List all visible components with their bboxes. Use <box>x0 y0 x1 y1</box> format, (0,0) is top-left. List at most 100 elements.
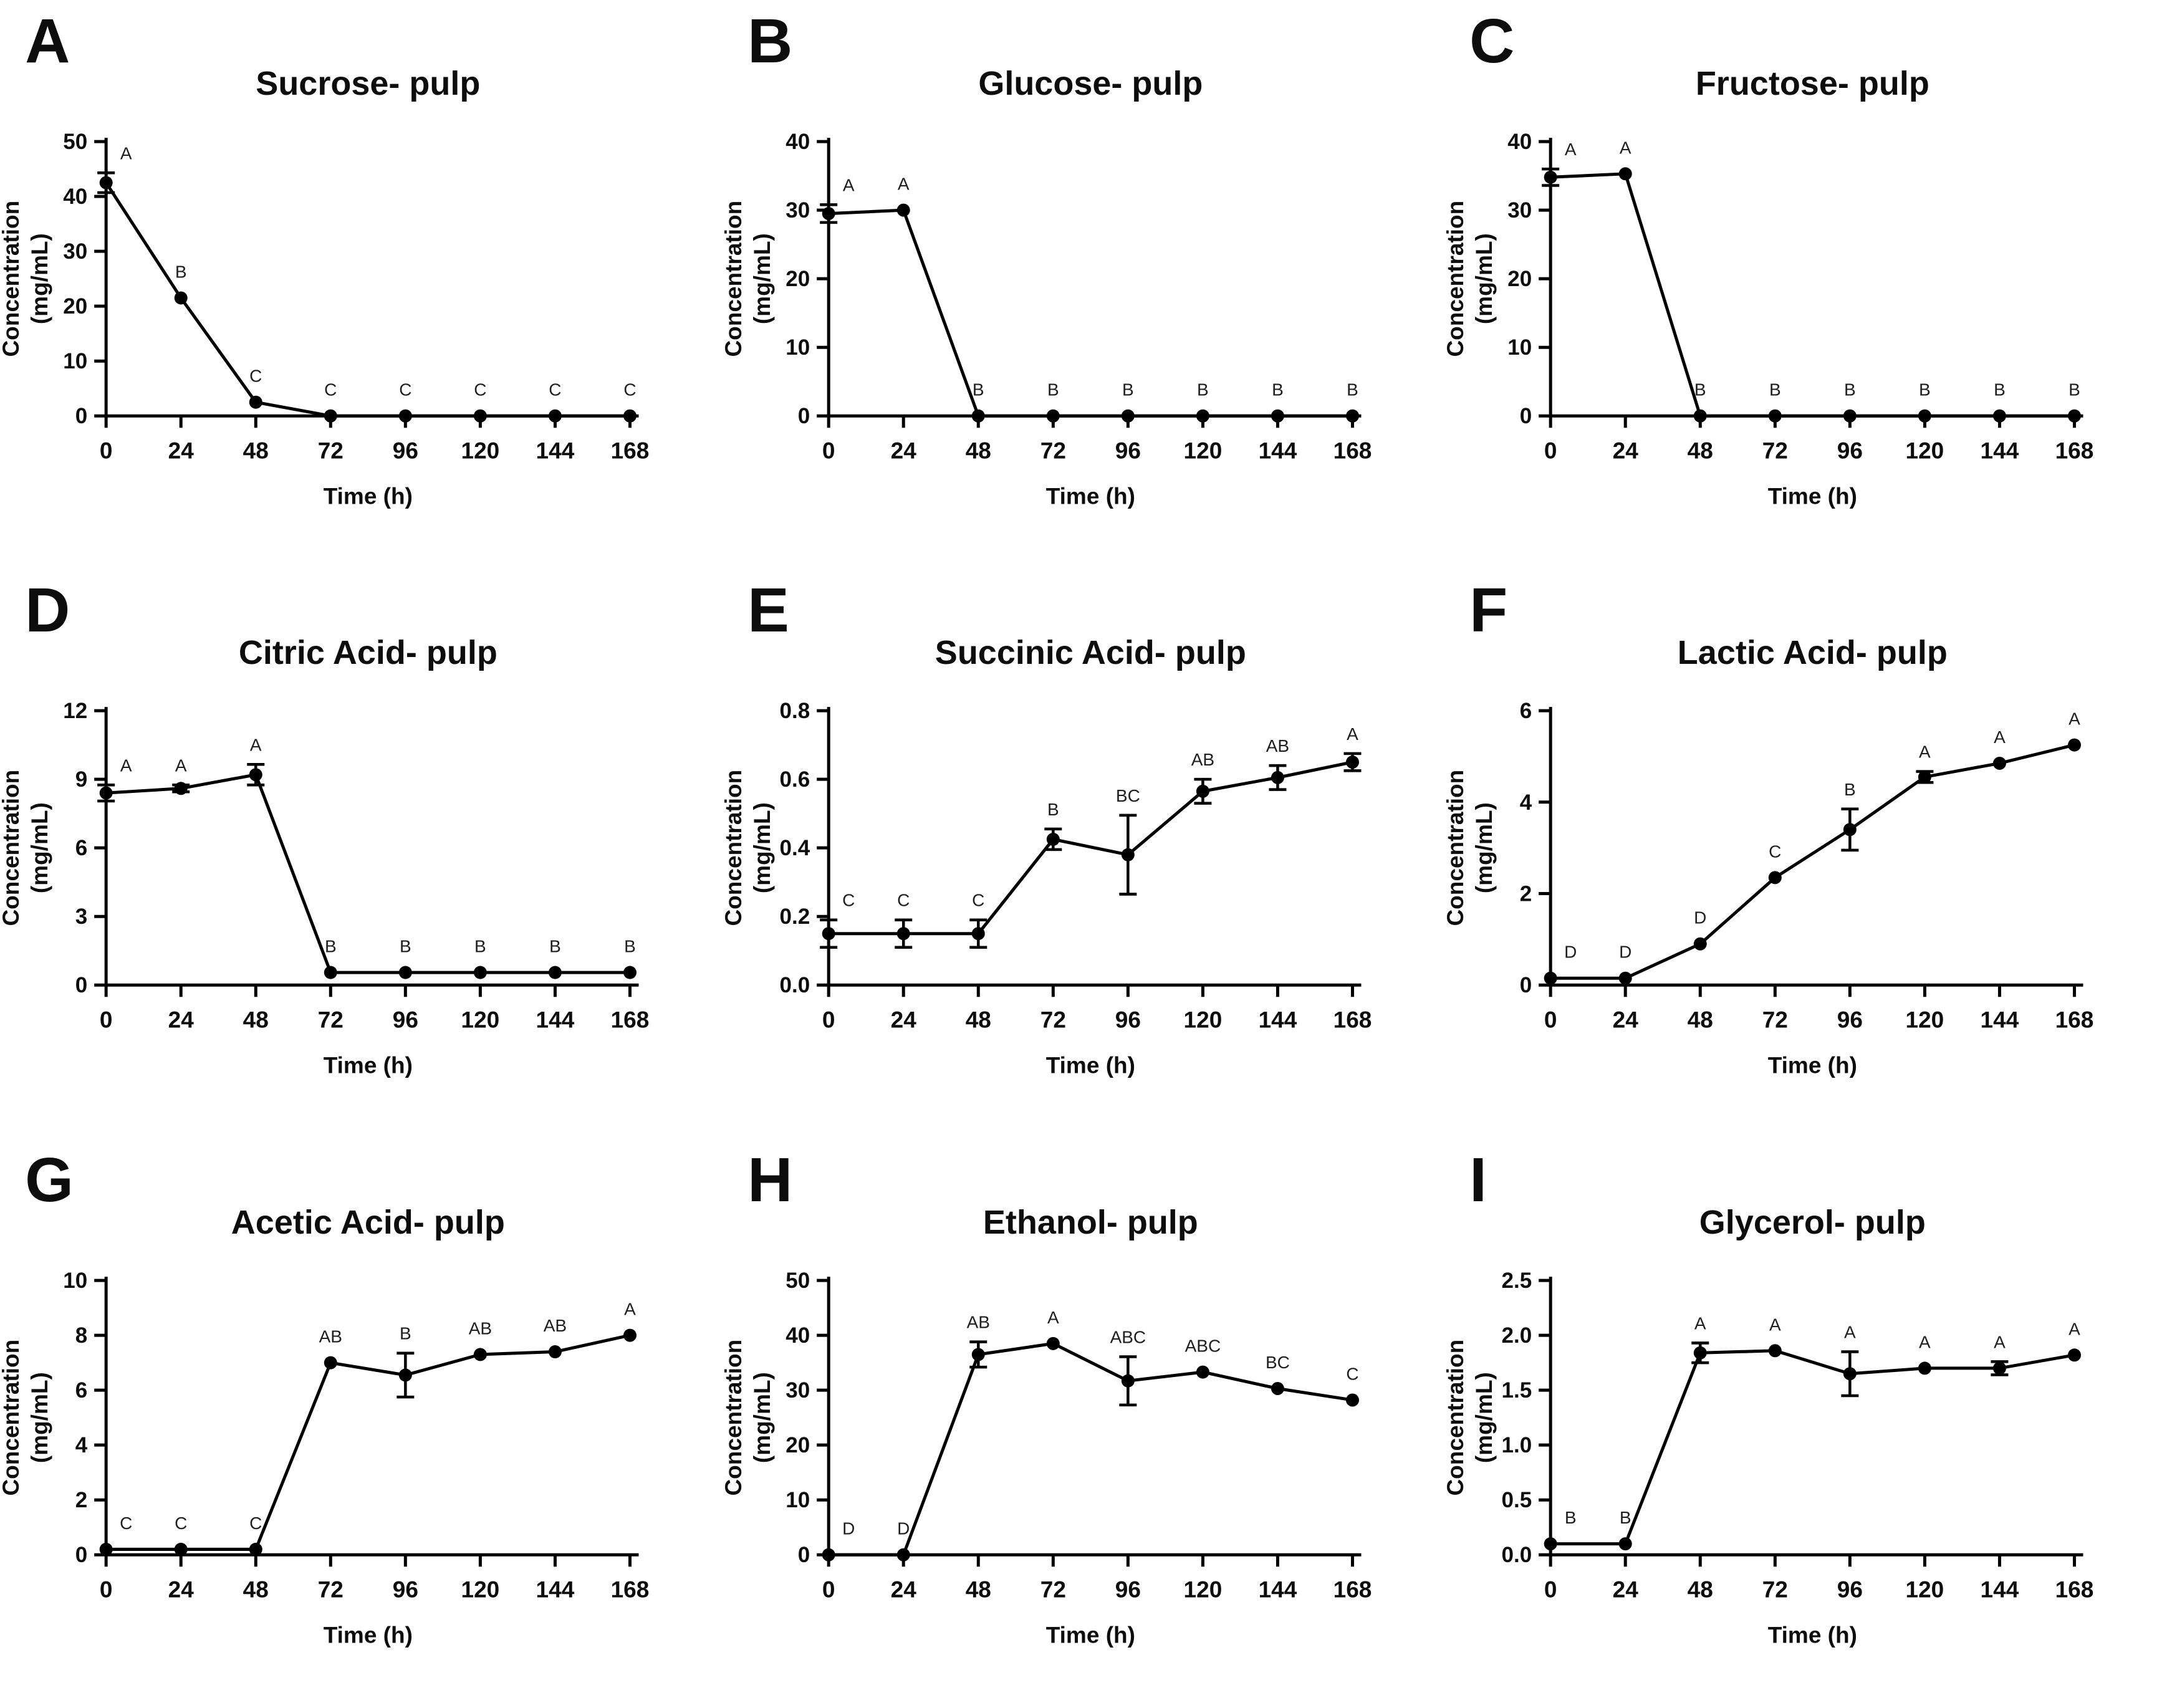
y-tick-label: 1.0 <box>1502 1433 1532 1457</box>
x-tick-label: 24 <box>890 1576 916 1602</box>
panel-lactic-acid-pulp: F Lactic Acid- pulp Concentration (mg/mL… <box>1444 569 2167 1138</box>
data-point-marker <box>1843 1366 1857 1380</box>
significance-letter: C <box>842 891 855 910</box>
x-tick-label: 72 <box>1762 1576 1788 1602</box>
significance-letter: A <box>2068 1319 2080 1338</box>
data-point-marker <box>174 782 188 795</box>
data-point-marker <box>174 1542 188 1556</box>
data-point-marker <box>971 409 985 423</box>
y-tick-label: 6 <box>75 1378 87 1403</box>
panel-letter: F <box>1469 575 1507 645</box>
x-tick-label: 48 <box>243 1007 269 1033</box>
chart-ethanol-pulp: H Ethanol- pulp Concentration (mg/mL) Ti… <box>723 1145 1372 1648</box>
data-point-marker <box>971 927 985 941</box>
data-point-marker <box>1046 833 1060 847</box>
y-tick-label: 0 <box>1520 404 1532 428</box>
panel-letter: B <box>747 6 792 76</box>
x-tick-label: 120 <box>1906 437 1944 463</box>
y-tick-label: 20 <box>1508 267 1532 291</box>
y-tick-label: 4 <box>75 1433 88 1457</box>
x-tick-label: 24 <box>168 1576 195 1602</box>
x-tick-label: 48 <box>965 1007 991 1033</box>
significance-letter: A <box>898 175 910 194</box>
x-tick-label: 144 <box>536 437 575 463</box>
panel-letter: E <box>747 575 789 645</box>
significance-letter: B <box>1047 800 1059 819</box>
significance-letter: C <box>249 1514 262 1533</box>
significance-letter: B <box>1122 380 1134 400</box>
x-axis-label: Time (h) <box>1045 1621 1135 1648</box>
significance-letter: A <box>1994 1332 2006 1351</box>
data-point-marker <box>1619 167 1633 181</box>
significance-letter: B <box>973 380 984 400</box>
significance-letter: B <box>624 937 636 956</box>
x-tick-label: 0 <box>822 437 835 463</box>
plot-area: 0 10 20 30 40 0 24 48 72 96 120 144 168 A A B B B B B B <box>1508 130 2094 463</box>
x-tick-label: 24 <box>890 437 916 463</box>
x-tick-label: 144 <box>1258 1007 1297 1033</box>
data-point-marker <box>324 409 337 423</box>
series-line <box>105 181 630 418</box>
x-tick-label: 144 <box>1981 1576 2019 1602</box>
data-point-marker <box>896 927 910 941</box>
chart-title: Ethanol- pulp <box>983 1204 1198 1241</box>
y-axis-label-line1: Concentration <box>723 1339 746 1495</box>
series-line <box>828 760 1353 936</box>
significance-letter: C <box>120 1514 132 1533</box>
chart-glucose-pulp: B Glucose- pulp Concentration (mg/mL) Ti… <box>723 6 1372 509</box>
data-point-marker <box>548 1345 562 1358</box>
significance-letter: B <box>1994 380 2006 400</box>
y-axis-label-line2: (mg/mL) <box>26 1372 52 1463</box>
y-axis-label-line1: Concentration <box>0 770 24 926</box>
x-tick-label: 168 <box>611 1576 650 1602</box>
significance-letter: B <box>549 937 561 956</box>
data-point-marker <box>1196 1365 1209 1379</box>
panel-acetic-acid-pulp: G Acetic Acid- pulp Concentration (mg/mL… <box>0 1139 723 1708</box>
y-tick-label: 0.2 <box>779 905 810 929</box>
data-point-marker <box>1544 170 1558 184</box>
y-tick-label: 4 <box>1520 790 1532 815</box>
x-tick-label: 48 <box>1688 1007 1713 1033</box>
data-point-marker <box>822 1548 835 1562</box>
y-axis-label-line2: (mg/mL) <box>749 803 775 894</box>
chart-title: Succinic Acid- pulp <box>935 634 1246 671</box>
chart-title: Lactic Acid- pulp <box>1678 634 1948 671</box>
series-line <box>828 1341 1353 1557</box>
y-tick-label: 40 <box>63 185 87 209</box>
x-tick-label: 72 <box>318 437 344 463</box>
y-tick-label: 20 <box>786 1433 810 1457</box>
x-tick-label: 72 <box>1040 1007 1065 1033</box>
data-point-marker <box>324 966 337 979</box>
data-point-marker <box>548 966 562 979</box>
panel-ethanol-pulp: H Ethanol- pulp Concentration (mg/mL) Ti… <box>723 1139 1445 1708</box>
plot-area: 0 10 20 30 40 0 24 48 72 96 120 144 168 A A B B B B B B <box>786 130 1372 463</box>
x-tick-label: 96 <box>1837 1007 1863 1033</box>
y-tick-label: 0 <box>797 404 809 428</box>
data-point-marker <box>1918 770 1932 784</box>
x-tick-label: 120 <box>1906 1576 1944 1602</box>
y-tick-label: 20 <box>63 294 87 319</box>
significance-letter: B <box>1047 380 1059 400</box>
x-tick-label: 120 <box>1183 1007 1222 1033</box>
x-tick-label: 0 <box>1544 1576 1557 1602</box>
significance-letter: AB <box>469 1318 492 1338</box>
panel-glucose-pulp: B Glucose- pulp Concentration (mg/mL) Ti… <box>723 0 1445 569</box>
significance-letter: C <box>399 380 411 400</box>
chart-sucrose-pulp: A Sucrose- pulp Concentration (mg/mL) Ti… <box>0 6 649 509</box>
data-point-marker <box>1619 972 1633 986</box>
y-tick-label: 10 <box>786 1488 810 1512</box>
x-tick-label: 0 <box>100 1007 113 1033</box>
x-tick-label: 0 <box>822 1576 835 1602</box>
chart-citric-acid-pulp: D Citric Acid- pulp Concentration (mg/mL… <box>0 575 649 1078</box>
significance-letter: A <box>1769 1315 1781 1334</box>
data-point-marker <box>1619 1537 1633 1550</box>
x-tick-label: 120 <box>1183 1576 1222 1602</box>
data-point-marker <box>1271 409 1284 423</box>
data-point-marker <box>1196 409 1209 423</box>
significance-letter: A <box>175 756 187 775</box>
x-tick-label: 0 <box>1544 1007 1557 1033</box>
x-tick-label: 144 <box>1258 437 1297 463</box>
data-point-marker <box>2068 738 2082 752</box>
